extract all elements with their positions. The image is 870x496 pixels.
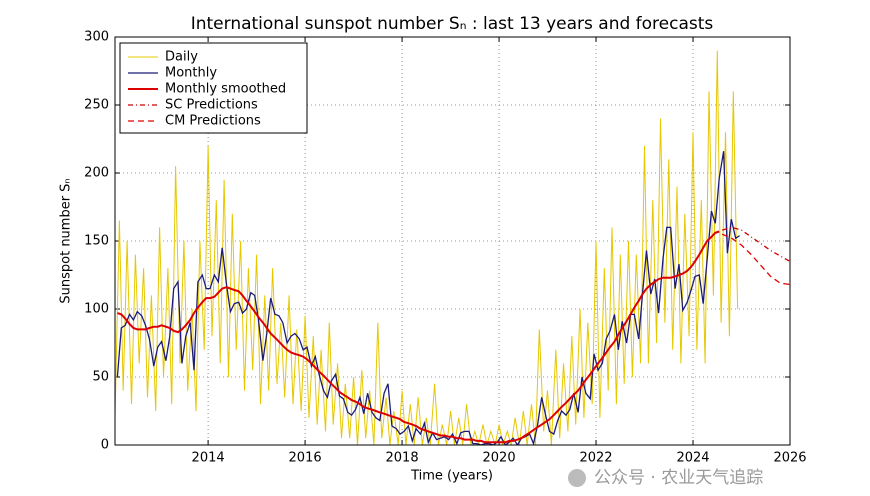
x-tick-label: 2022	[579, 451, 612, 466]
x-tick-label: 2016	[289, 451, 322, 466]
series-line	[721, 226, 790, 262]
y-axis-label: Sunspot number Sₙ	[59, 178, 74, 303]
y-tick-label: 200	[84, 166, 109, 181]
x-tick-label: 2018	[386, 451, 419, 466]
chart-title: International sunspot number Sₙ : last 1…	[191, 14, 714, 34]
legend-label: Monthly smoothed	[165, 82, 286, 97]
y-tick-label: 250	[84, 98, 109, 113]
series-line	[116, 151, 740, 445]
y-tick-label: 150	[84, 234, 109, 249]
series-line	[721, 233, 790, 286]
legend-label: SC Predictions	[165, 98, 258, 113]
plot-frame	[114, 36, 791, 446]
watermark-icon	[568, 469, 586, 487]
watermark: 公众号 · 农业天气追踪	[568, 468, 763, 488]
x-axis-label: Time (years)	[410, 469, 493, 484]
watermark-text: 公众号 · 农业天气追踪	[594, 468, 763, 488]
y-tick-label: 300	[84, 30, 109, 45]
series-line	[117, 230, 720, 444]
x-tick-label: 2020	[483, 451, 516, 466]
y-tick-label: 50	[92, 370, 109, 385]
x-tick-label: 2014	[192, 451, 225, 466]
legend-label: Daily	[165, 50, 198, 65]
legend-label: Monthly	[165, 66, 217, 81]
x-tick-label: 2024	[676, 451, 709, 466]
y-tick-label: 100	[84, 302, 109, 317]
series-line	[115, 50, 739, 445]
legend-label: CM Predictions	[165, 114, 261, 129]
y-tick-label: 0	[101, 438, 109, 453]
x-tick-label: 2026	[773, 451, 806, 466]
